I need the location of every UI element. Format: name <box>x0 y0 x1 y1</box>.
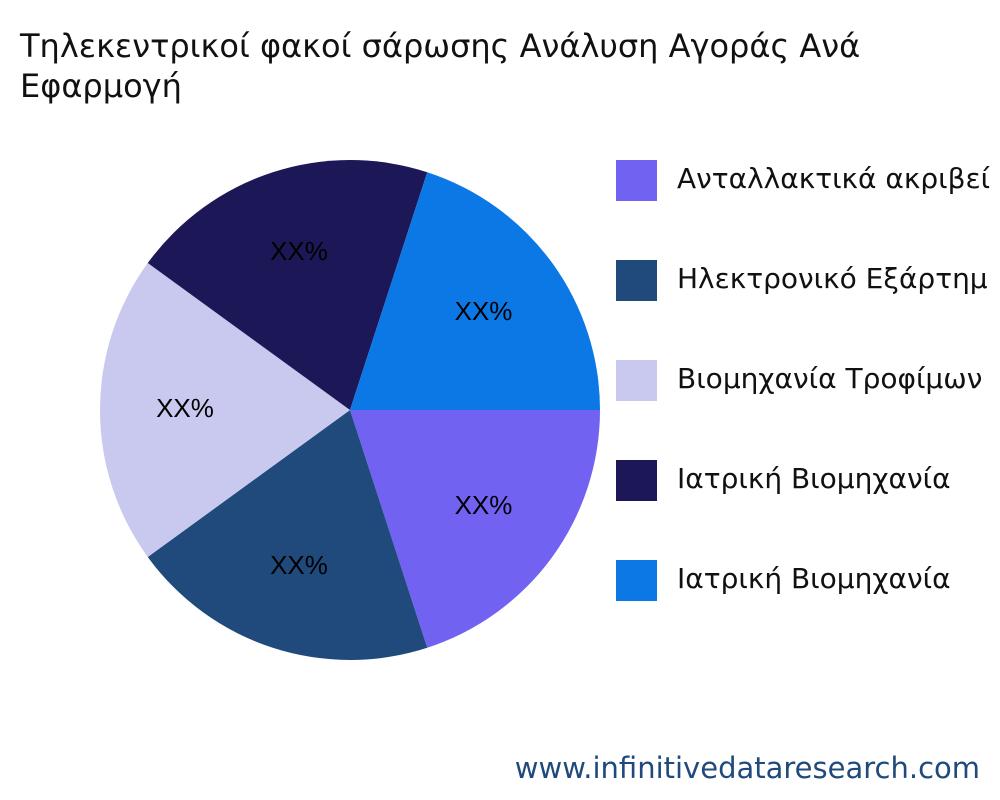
legend-label: Βιομηχανία Τροφίμων <box>677 362 982 395</box>
value-label: XX% <box>270 550 328 580</box>
chart-title: Τηλεκεντρικοί φακοί σάρωσης Ανάλυση Αγορ… <box>19 27 860 65</box>
value-label: XX% <box>455 296 513 326</box>
legend-label: Ιατρική Βιομηχανία <box>677 462 951 495</box>
value-label: XX% <box>156 393 214 423</box>
chart-title: Εφαρμογή <box>20 67 182 105</box>
pie-slice <box>350 172 600 410</box>
pie-slice <box>147 160 428 410</box>
legend-label: Ιατρική Βιομηχανία <box>677 562 951 595</box>
legend-swatch <box>616 160 657 201</box>
value-label: XX% <box>455 490 513 520</box>
pie-slice <box>350 410 600 648</box>
value-label: XX% <box>270 236 328 266</box>
legend-swatch <box>616 560 657 601</box>
pie-slice <box>100 263 350 557</box>
legend-swatch <box>616 360 657 401</box>
legend-swatch <box>616 260 657 301</box>
legend-label: Ανταλλακτικά ακριβεί <box>677 162 991 195</box>
source: www.infinitivedataresearch.com <box>515 751 980 785</box>
pie-slice <box>147 410 428 660</box>
legend-swatch <box>616 460 657 501</box>
legend-label: Ηλεκτρονικό Εξάρτημ <box>677 262 988 295</box>
